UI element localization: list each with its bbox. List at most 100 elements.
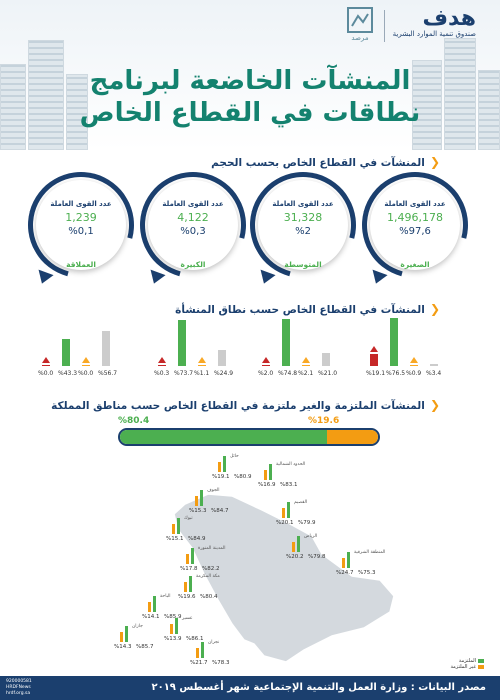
- range-bar-label: %0.3: [154, 370, 170, 377]
- region-name: عسير: [182, 616, 193, 621]
- workforce-pct: %97,6: [399, 226, 431, 237]
- region-name: الباحة: [160, 594, 171, 599]
- compliant-bar: [189, 576, 192, 592]
- footer-social: 920000581 HRDFNews hrdf.org.sa: [6, 679, 32, 697]
- triangle-up-icon: [42, 357, 50, 363]
- workforce-count: 1,496,178: [387, 211, 443, 224]
- region-name: الحدود الشمالية: [276, 462, 306, 467]
- workforce-label: عدد القوى العاملة: [272, 200, 334, 208]
- region-name: المنطقة الشرقية: [354, 550, 386, 555]
- size-name: المتوسطة: [284, 260, 322, 269]
- footer-phone: 920000581: [6, 679, 32, 684]
- page-title-line1: المنشآت الخاضعة لبرنامج: [89, 66, 411, 96]
- region-compliant-value: %80.9: [234, 474, 252, 480]
- range-bar: [410, 365, 418, 366]
- workforce-label: عدد القوى العاملة: [162, 200, 224, 208]
- range-bar: [218, 350, 226, 366]
- triangle-up-icon: [262, 356, 270, 363]
- footer-site: hrdf.org.sa: [6, 691, 31, 696]
- region-compliant-value: %79.8: [308, 554, 326, 560]
- region-name: الرياض: [304, 534, 318, 539]
- region-noncompliant-value: %15.3: [189, 508, 207, 514]
- triangle-up-icon: [370, 346, 378, 353]
- noncompliant-bar: [120, 632, 123, 642]
- range-bar: [42, 365, 50, 366]
- map-legend: الملتزمة غير الملتزمة: [440, 658, 484, 678]
- size-circle: عدد القوى العاملة 4,122 %0,3 الكبيرة: [120, 152, 266, 298]
- arrow-down-icon: [146, 269, 166, 287]
- hrdf-logo-subtitle: صندوق تنمية الموارد البشرية: [392, 30, 476, 38]
- region-compliant-value: %79.9: [298, 520, 316, 526]
- section1-heading: ❮ المنشآت في القطاع الخاص بحسب الحجم: [211, 151, 440, 170]
- compliant-bar: [201, 642, 204, 658]
- compliant-pct-label: %80.4: [118, 416, 150, 426]
- region-noncompliant-value: %19.1: [212, 474, 230, 480]
- compliant-bar: [269, 464, 272, 480]
- region-compliant-value: %83.1: [280, 482, 298, 488]
- noncompliant-bar: [292, 542, 295, 552]
- chevron-icon: ❮: [429, 155, 440, 169]
- section2-heading: ❮ المنشآت في القطاع الخاص حسب نطاق المنش…: [175, 298, 440, 317]
- building-illustration-left-3: [66, 74, 88, 150]
- marsad-logo-text: مرصد: [351, 34, 369, 42]
- arrow-down-icon: [256, 269, 276, 287]
- building-illustration-left-2: [28, 40, 64, 150]
- footer-handle: HRDFNews: [6, 685, 31, 690]
- compliant-bar: [153, 596, 156, 612]
- region-noncompliant-value: %20.1: [276, 520, 294, 526]
- compliant-bar: [191, 548, 194, 564]
- region-noncompliant-value: %17.8: [180, 566, 198, 572]
- range-bar-label: %1.1: [194, 370, 210, 377]
- compliant-bar: [297, 536, 300, 552]
- region-name: الجوف: [207, 488, 220, 493]
- footer-bar: [0, 676, 500, 700]
- hrdf-logo: هدف: [422, 6, 476, 31]
- footer-source: مصدر البيانات : وزارة العمل والتنمية الإ…: [151, 682, 487, 693]
- compliant-bar: [177, 518, 180, 534]
- region-name: تبوك: [184, 516, 193, 521]
- range-bar-label: %43.3: [58, 370, 78, 377]
- workforce-count: 1,239: [65, 211, 97, 224]
- section1-title: المنشآت في القطاع الخاص بحسب الحجم: [211, 157, 425, 169]
- building-illustration-right-1: [412, 60, 442, 150]
- range-bar: [158, 365, 166, 366]
- noncompliant-bar: [196, 648, 199, 658]
- range-bar: [282, 319, 290, 366]
- logo-separator: [384, 10, 385, 42]
- workforce-label: عدد القوى العاملة: [50, 200, 112, 208]
- region-noncompliant-value: %14.3: [114, 644, 132, 650]
- range-bar-label: %73.7: [174, 370, 194, 377]
- region-noncompliant-value: %14.1: [142, 614, 160, 620]
- section3-title: المنشآت الملتزمة والغير ملتزمة في القطاع…: [51, 400, 425, 412]
- noncompliant-bar: [282, 508, 285, 518]
- size-circle: عدد القوى العاملة 1,239 %0,1 العملاقة: [8, 152, 154, 298]
- circle-inner: عدد القوى العاملة 31,328 %2: [258, 180, 348, 270]
- region-noncompliant-value: %21.7: [190, 660, 208, 666]
- region-noncompliant-value: %19.6: [178, 594, 196, 600]
- legend-noncompliant-label: غير الملتزمة: [450, 664, 476, 670]
- region-noncompliant-value: %20.2: [286, 554, 304, 560]
- region-noncompliant-value: %16.9: [258, 482, 276, 488]
- range-bar-label: %56.7: [98, 370, 118, 377]
- range-bar-label: %2.1: [298, 370, 314, 377]
- legend-noncompliant: غير الملتزمة: [440, 664, 484, 670]
- compliant-bar: [347, 552, 350, 568]
- arrow-down-icon: [34, 269, 54, 287]
- range-bar-label: %2.0: [258, 370, 274, 377]
- range-bar-label: %24.9: [214, 370, 234, 377]
- saudi-map-shape: [173, 493, 395, 663]
- region-compliant-value: %85.9: [164, 614, 182, 620]
- compliant-bar: [287, 502, 290, 518]
- compliant-fill: [120, 430, 328, 444]
- range-bar: [322, 352, 330, 366]
- legend-compliant-label: الملتزمة: [458, 658, 476, 664]
- section2-title: المنشآت في القطاع الخاص حسب نطاق المنشأة: [175, 304, 425, 316]
- range-bar: [370, 354, 378, 366]
- workforce-pct: %2: [295, 226, 311, 237]
- noncompliant-bar: [195, 496, 198, 506]
- workforce-pct: %0,3: [180, 226, 206, 237]
- noncompliant-bar: [184, 582, 187, 592]
- range-bar: [178, 319, 186, 366]
- workforce-pct: %0,1: [68, 226, 94, 237]
- noncompliant-bar: [342, 558, 345, 568]
